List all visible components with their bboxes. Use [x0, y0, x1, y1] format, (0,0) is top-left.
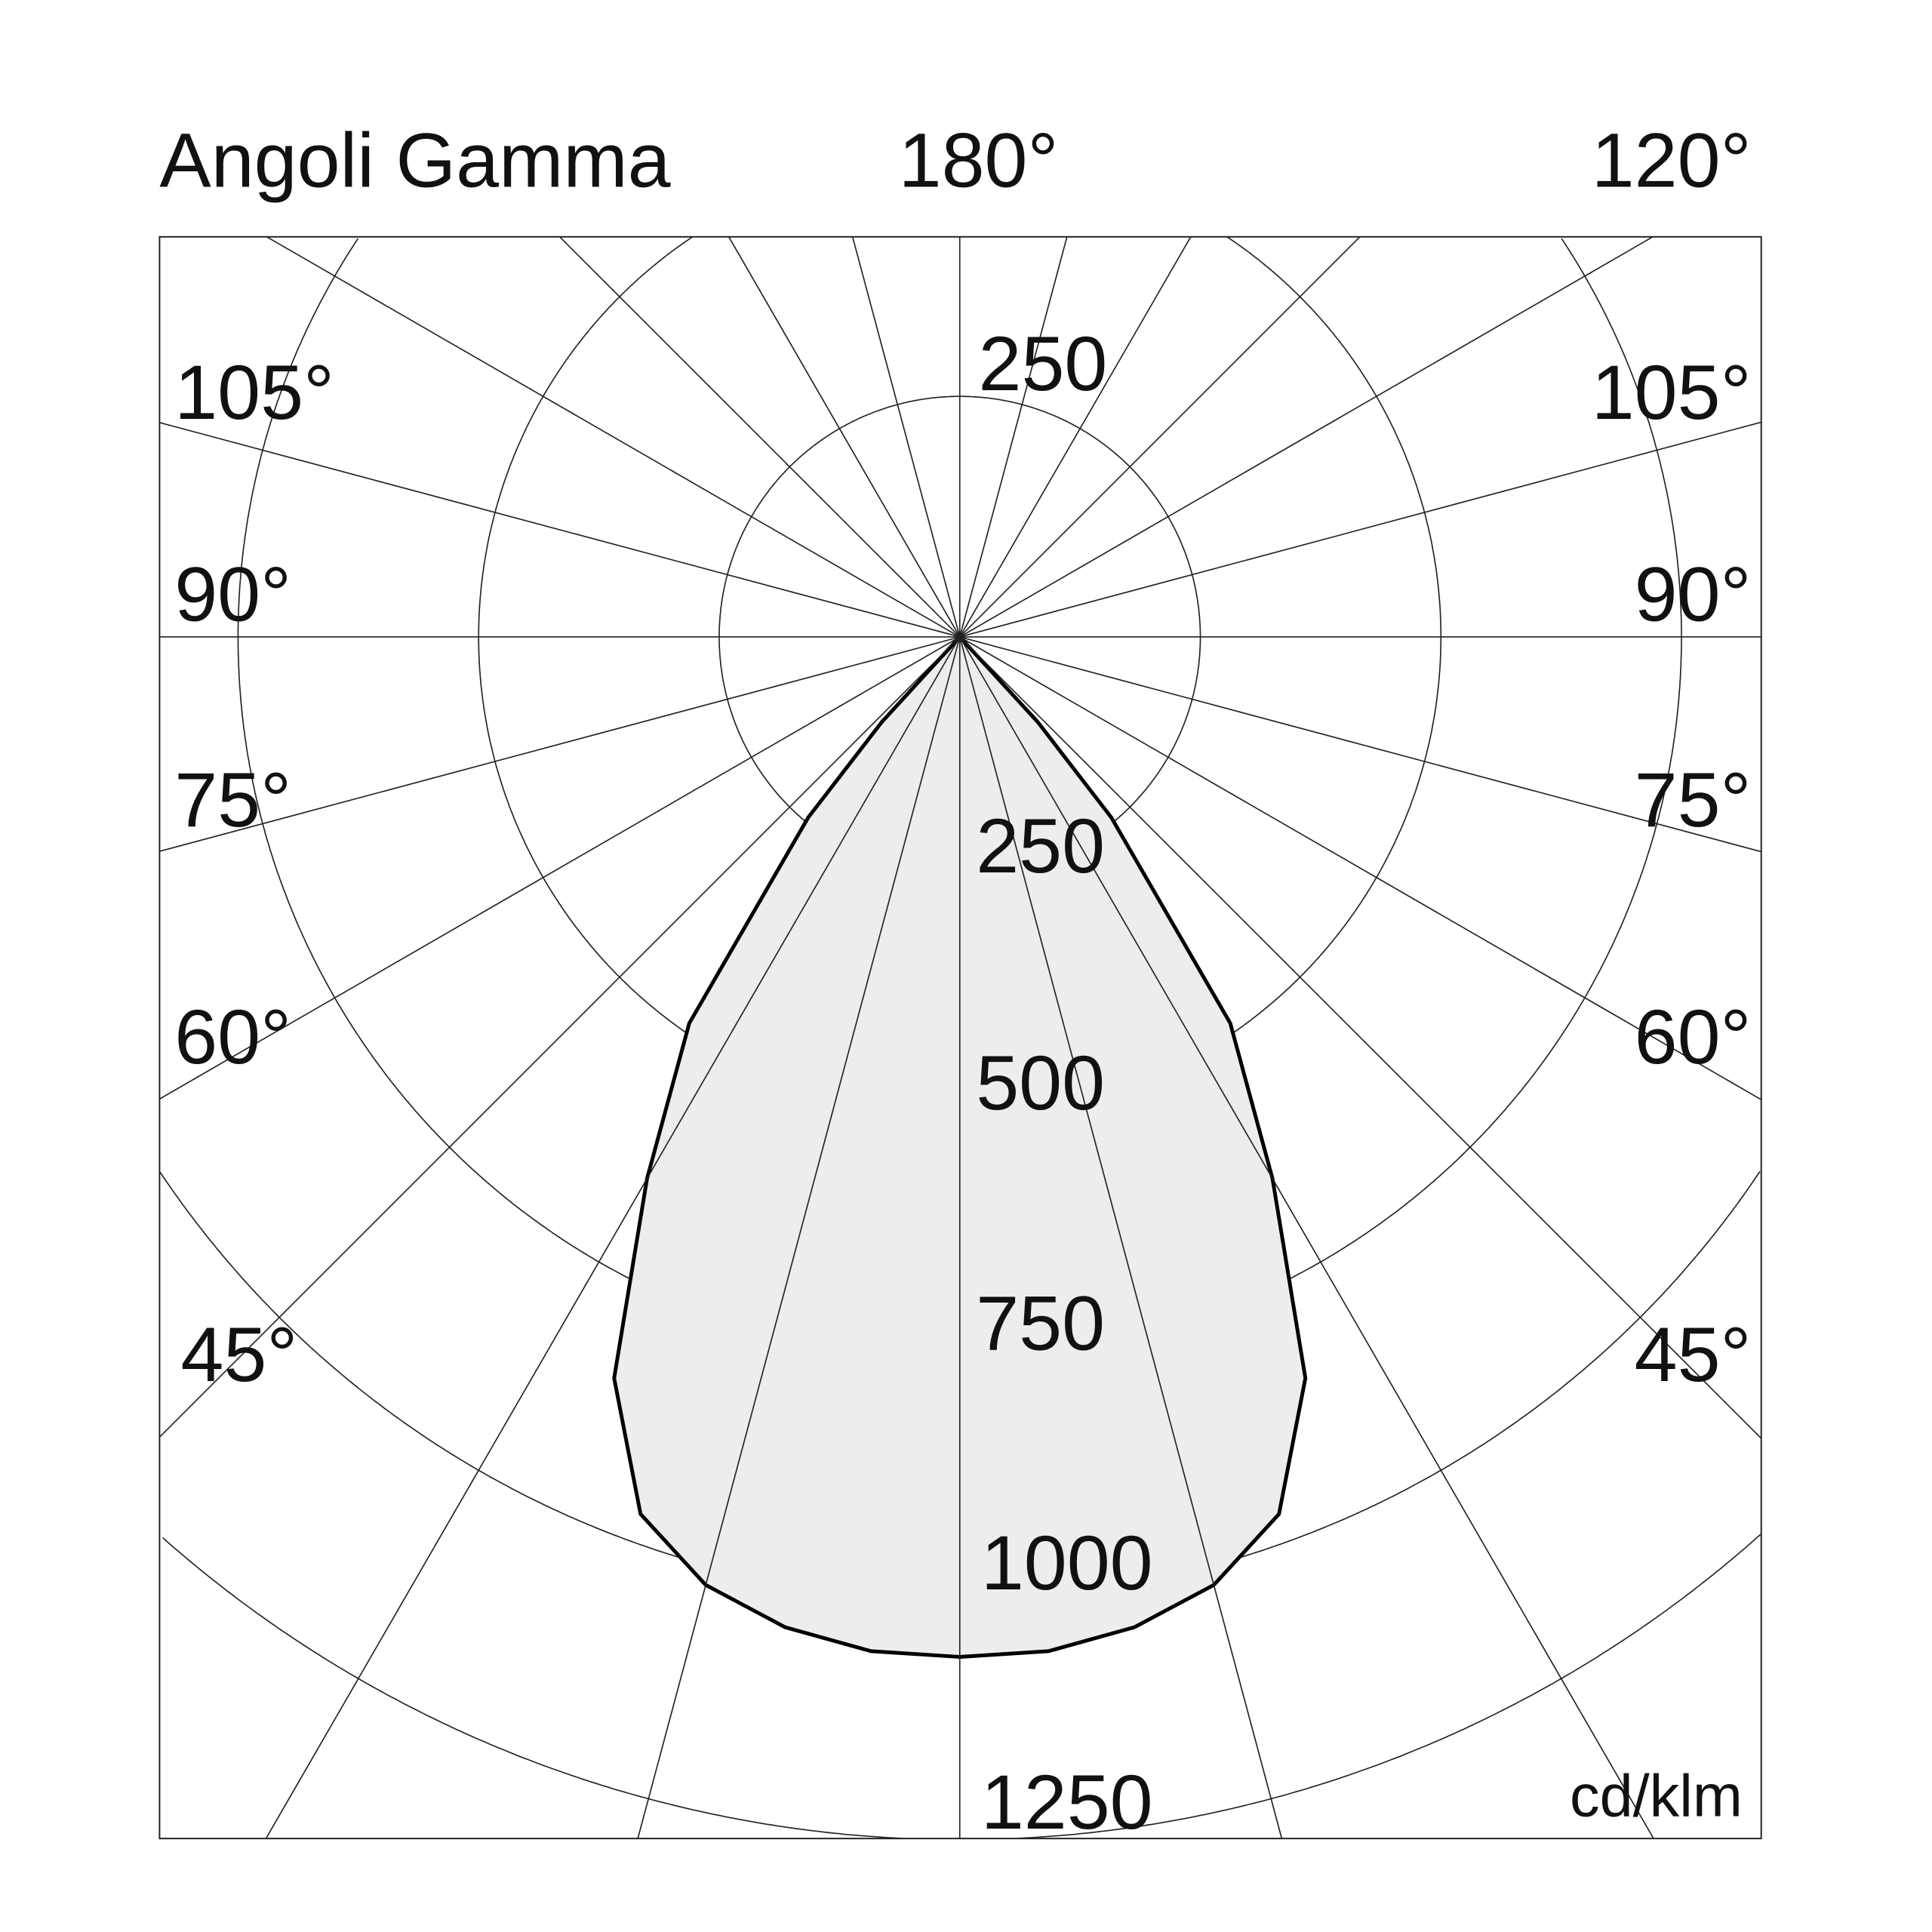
radial-label: 250: [979, 320, 1108, 407]
ray-75: [959, 636, 1761, 853]
angle-label-left: 90°: [174, 551, 291, 638]
plot-frame: [158, 235, 1762, 1840]
ray-45: [959, 636, 1762, 1439]
ray-165: [958, 236, 1068, 638]
ray-60: [959, 636, 1762, 1100]
radial-label: 1250: [981, 1758, 1153, 1845]
angle-label-left: 45°: [180, 1311, 297, 1398]
top-label-180: 180°: [899, 117, 1059, 204]
ray-30: [959, 636, 1654, 1839]
angle-label-right: 60°: [1635, 993, 1752, 1080]
rays-layer: [158, 236, 1762, 1839]
ray-255: [159, 422, 960, 638]
ray-135: [959, 236, 1361, 638]
angle-label-left: 60°: [174, 993, 291, 1080]
radial-label: 500: [976, 1039, 1105, 1126]
ray-150: [959, 236, 1192, 638]
ray-285: [159, 636, 960, 852]
radial-label: 1000: [981, 1519, 1153, 1606]
ray-345: [637, 636, 961, 1839]
ray-120: [959, 236, 1654, 638]
ray-300: [158, 636, 961, 1100]
angle-label-right: 45°: [1635, 1311, 1752, 1398]
angle-label-right: 90°: [1635, 551, 1752, 638]
ray-330: [265, 636, 961, 1839]
top-label-120: 120°: [1592, 117, 1752, 204]
ray-210: [728, 236, 961, 638]
ray-15: [958, 636, 1283, 1839]
angle-label-right: 105°: [1592, 349, 1752, 435]
unit-label: cd/klm: [1570, 1761, 1743, 1829]
ray-195: [851, 236, 961, 638]
angle-label-left: 75°: [174, 756, 291, 843]
ray-105: [959, 421, 1761, 638]
ray-225: [558, 236, 961, 638]
ray-240: [266, 236, 961, 638]
radial-label: 250: [976, 802, 1105, 889]
chart-title: Angoli Gamma: [159, 117, 670, 204]
radial-label: 750: [976, 1280, 1105, 1367]
ray-315: [158, 636, 961, 1438]
grid-circle-1250: [162, 1534, 1761, 1839]
angle-label-left: 105°: [174, 349, 334, 435]
angle-label-right: 75°: [1635, 756, 1752, 843]
